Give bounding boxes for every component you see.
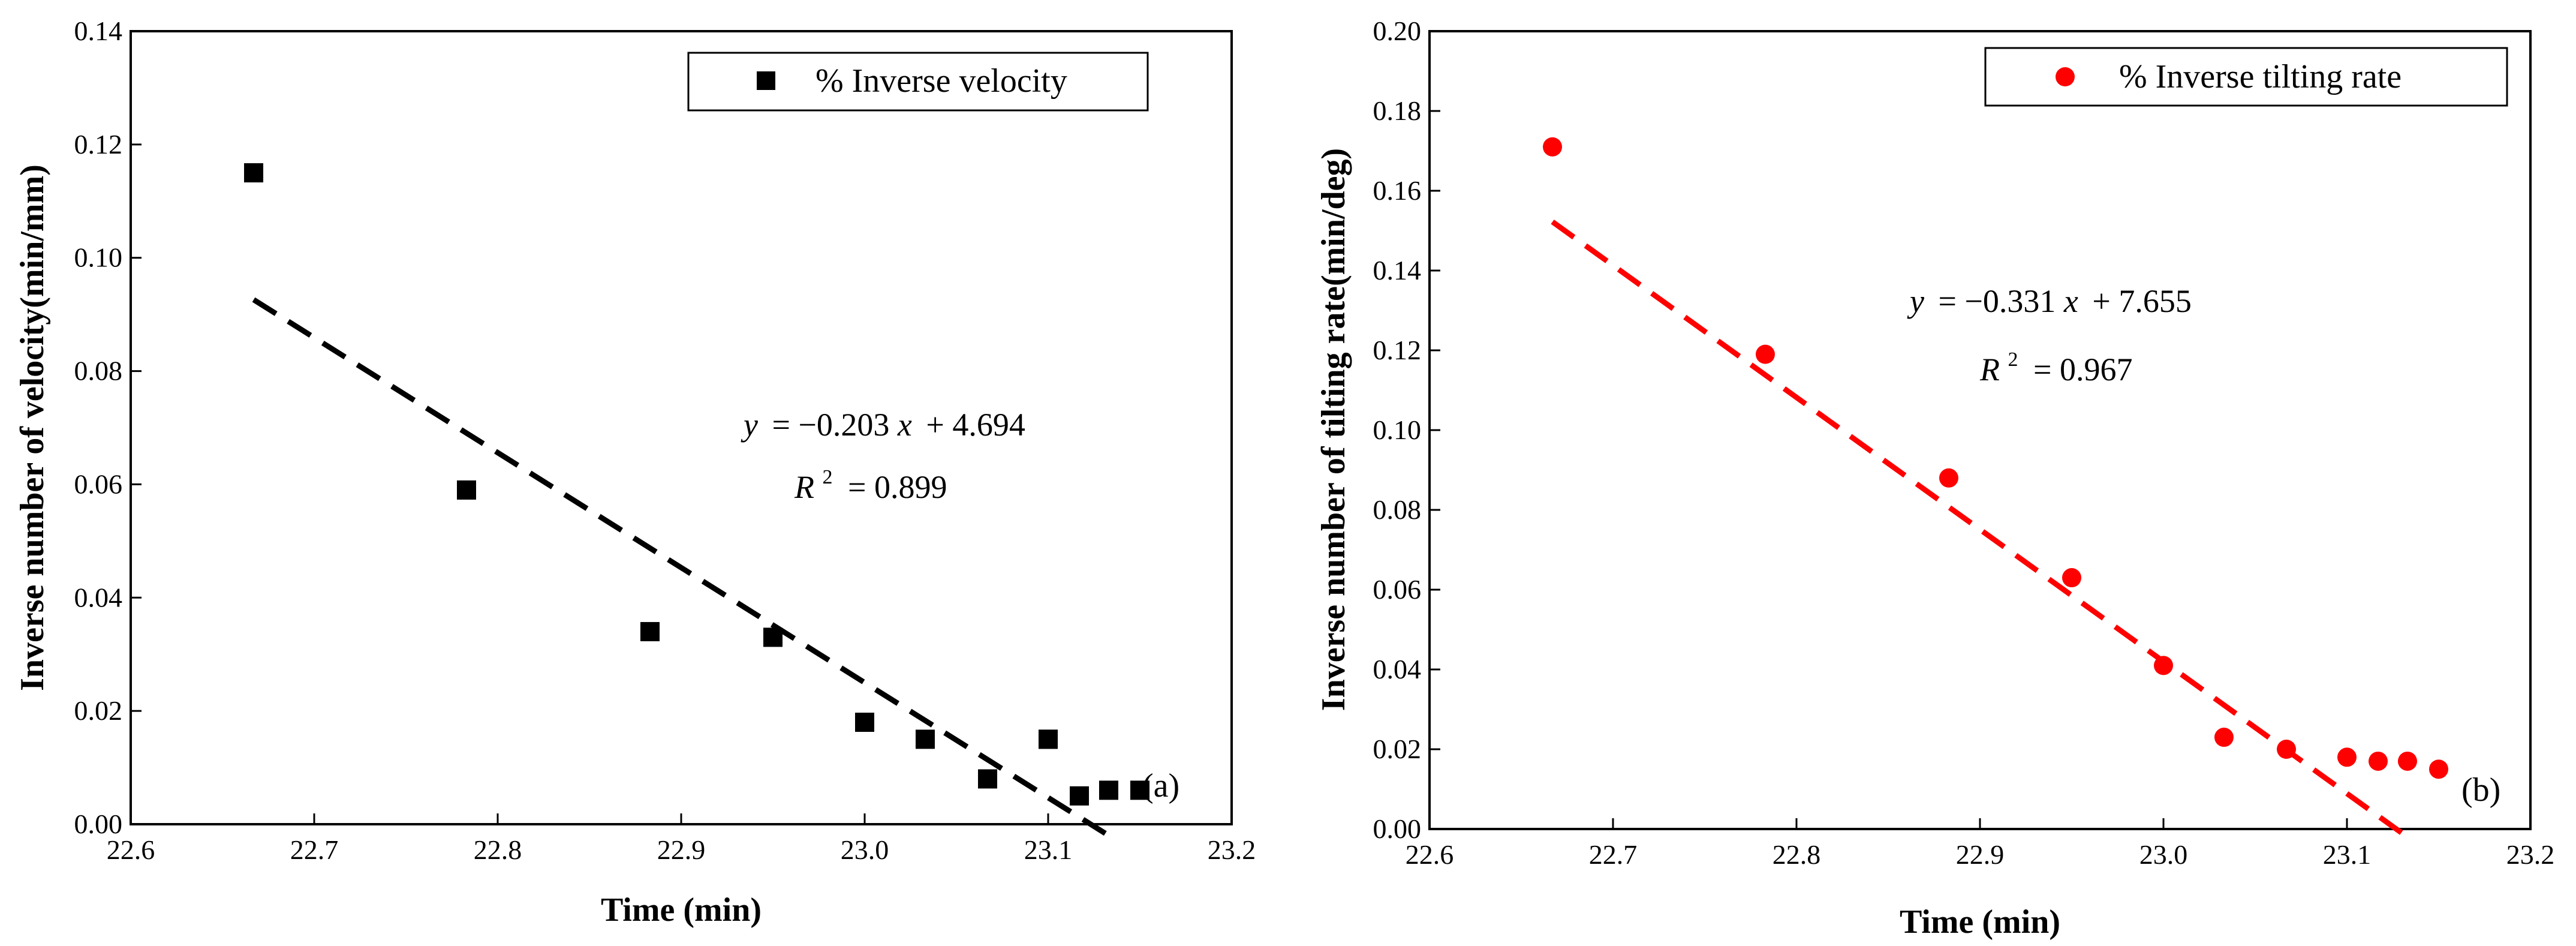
x-axis-ticks-a [130,813,1233,824]
r-squared-a: R 2 = 0.899 [794,455,947,505]
y-tick-label-a: 0.06 [74,469,123,499]
legend-label-a: % Inverse velocity [815,62,1067,100]
y-axis-ticks-b [1430,30,1440,830]
y-tick-labels-a: 0.00 0.02 0.04 0.06 0.08 0.10 0.12 0.14 [74,16,123,839]
y-axis-ticks-a [131,30,142,825]
y-tick-label-b: 0.20 [1373,16,1422,46]
data-point-a [1039,729,1058,749]
trend-line-b [1551,220,2409,840]
data-point-b [1755,344,1775,364]
y-tick-labels-b: 0.00 0.02 0.04 0.06 0.08 0.10 0.12 0.14 0.16 0.18… [1373,16,1422,844]
y-tick-label-a: 0.10 [74,242,123,273]
data-point-a [1099,780,1118,800]
data-point-a [978,769,998,789]
plot-area-a [130,30,1233,825]
chart-panel-a: 0.000.020.040.060.080.100.120.14 22.6 22.… [14,16,1256,929]
y-tick-label-a: 0.04 [74,582,123,612]
x-tick-label-b: 23.1 [2323,839,2372,870]
y-tick-label-b: 0.06 [1373,574,1422,605]
data-point-b [2429,759,2448,779]
data-point-a [456,480,476,500]
trend-line-a [252,297,1111,838]
data-point-b [2369,751,2388,771]
x-tick-label-b: 22.7 [1589,839,1638,870]
y-tick-label-a: 0.00 [74,809,123,839]
y-tick-label-b: 0.10 [1373,415,1422,445]
y-tick-label-b: 0.04 [1373,654,1422,684]
x-tick-label-a: 23.2 [1208,834,1256,865]
r-squared-b: R 2 = 0.967 [1979,337,2132,388]
x-tick-label-a: 23.0 [841,834,889,865]
legend-marker-a [757,71,775,90]
legend-marker-b [2056,67,2075,86]
y-tick-label-a: 0.14 [74,16,123,46]
x-tick-labels-a: 22.6 22.7 22.8 22.9 23.0 23.1 23.2 [107,834,1256,865]
data-point-a [763,627,783,647]
data-point-a [1070,786,1090,806]
panel-label-b: (b) [2461,771,2500,809]
x-tick-label-b: 22.6 [1406,839,1454,870]
x-tick-label-b: 22.8 [1772,839,1821,870]
y-tick-label-b: 0.14 [1373,255,1422,286]
data-point-b [2397,751,2417,771]
data-point-b [2154,656,2173,675]
legend-b: % Inverse tilting rate [1984,47,2508,107]
data-point-a [915,729,935,749]
y-tick-label-b: 0.12 [1373,335,1422,365]
fit-equation-b: y = −0.331 x + 7.655 [1907,283,2192,319]
y-tick-label-a: 0.02 [74,695,123,726]
data-point-a [244,163,264,183]
data-point-a [855,713,874,732]
y-tick-label-b: 0.00 [1373,813,1422,844]
y-tick-label-b: 0.08 [1373,494,1422,525]
x-tick-labels-b: 22.6 22.7 22.8 22.9 23.0 23.1 23.2 [1406,839,2555,870]
y-axis-title-a: Inverse number of velocity(min/mm) [14,164,51,691]
legend-a: % Inverse velocity [687,52,1149,112]
data-point-b [1939,468,1958,488]
x-axis-title-a: Time (min) [601,891,762,929]
x-tick-label-a: 22.9 [657,834,706,865]
y-tick-label-b: 0.16 [1373,175,1422,206]
legend-label-b: % Inverse tilting rate [2119,58,2402,95]
y-tick-label-b: 0.18 [1373,95,1422,126]
x-tick-label-a: 22.8 [474,834,522,865]
y-axis-title-b: Inverse number of tilting rate(min/deg) [1315,148,1352,711]
y-tick-label-a: 0.08 [74,356,123,386]
plot-area-b [1428,30,2532,830]
x-tick-label-b: 23.0 [2139,839,2188,870]
x-tick-label-a: 22.6 [107,834,155,865]
data-point-a [1130,780,1149,800]
data-point-b [2214,728,2234,747]
y-tick-label-b: 0.02 [1373,734,1422,764]
fit-equation-a: y = −0.203 x + 4.694 [741,407,1025,443]
x-tick-label-b: 23.2 [2506,839,2555,870]
data-point-a [640,621,660,641]
x-tick-label-b: 22.9 [1956,839,2005,870]
x-axis-ticks-b [1428,818,2532,829]
data-point-b [2337,747,2357,767]
y-tick-label-a: 0.12 [74,129,123,160]
data-points-b [1543,137,2448,779]
data-points-a [244,163,1149,806]
panel-label-a: (a) [1142,767,1179,804]
data-point-b [2062,568,2081,588]
data-point-b [2277,740,2297,759]
x-tick-label-a: 23.1 [1024,834,1073,865]
x-tick-label-a: 22.7 [290,834,339,865]
chart-panel-b: 0.00 0.02 0.04 0.06 0.08 0.10 0.12 0.14 0.16 0.18… [1315,16,2554,941]
x-axis-title-b: Time (min) [1900,903,2060,941]
data-point-b [1543,137,1563,157]
